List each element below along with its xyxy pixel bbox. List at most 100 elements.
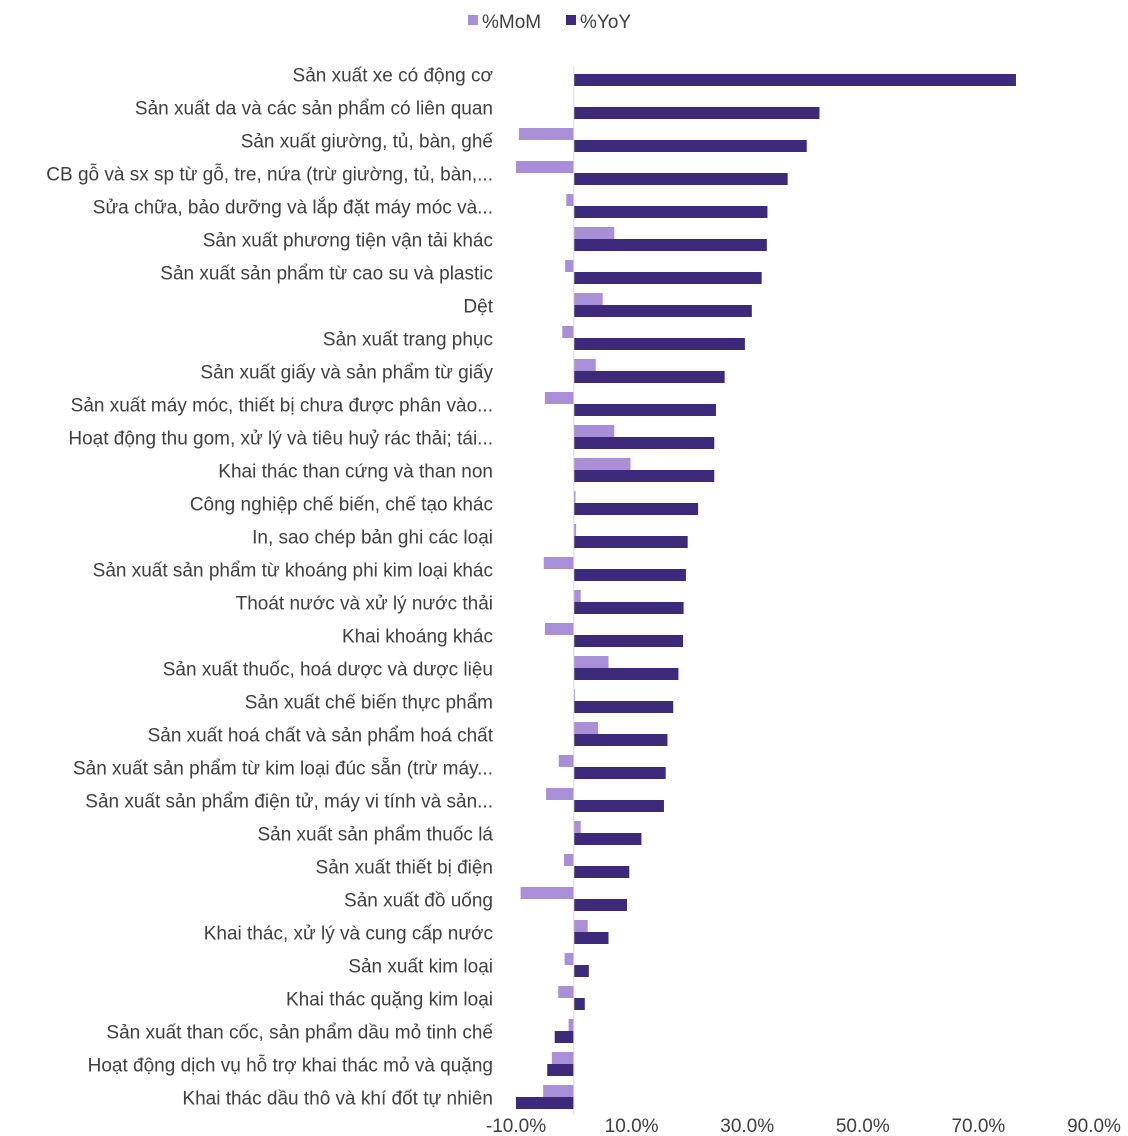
category-label: In, sao chép bản ghi các loại [252,528,493,549]
bar-yoy [516,1097,574,1109]
category-label: Sản xuất kim loại [348,957,493,978]
bar-yoy [573,74,1016,86]
bar-yoy [573,371,725,383]
category-label: Sản xuất sản phẩm từ khoáng phi kim loại… [93,561,493,582]
bar-yoy [573,932,609,944]
category-label: Khai khoáng khác [342,627,493,648]
bar-mom [568,1019,574,1031]
bar-mom [562,326,574,338]
category-labels: Sản xuất xe có động cơ Sản xuất da và các… [46,66,493,1110]
bar-mom [573,227,615,239]
legend-label-mom: %MoM [482,12,541,33]
category-label: Sản xuất thiết bị điện [316,858,493,879]
bar-mom [566,194,574,206]
legend-swatch-yoy [566,15,576,25]
category-label: Sản xuất máy móc, thiết bị chưa được phâ… [71,396,493,417]
bar-mom [573,656,609,668]
legend-label-yoy: %YoY [580,12,631,33]
bar-mom [573,293,603,305]
x-tick-label: -10.0% [486,1116,546,1136]
bar-mom [516,161,574,173]
bar-mom [544,392,574,404]
bar-yoy [573,206,768,218]
bar-mom [558,755,574,767]
category-label: Khai thác quặng kim loại [286,990,493,1011]
bar-yoy [573,833,642,845]
bar-yoy [554,1031,574,1043]
bar-yoy [573,536,688,548]
category-label: Sản xuất giường, tủ, bàn, ghế [241,132,494,153]
bar-yoy [573,701,674,713]
bar-mom [564,953,574,965]
bar-mom [520,887,574,899]
x-tick-label: 90.0% [1067,1116,1121,1136]
bar-yoy [573,272,762,284]
category-label: Sản xuất sản phẩm từ cao su và plastic [160,264,493,285]
category-label: Dệt [463,297,493,318]
category-label: Sản xuất sản phẩm thuốc lá [257,825,493,846]
category-label: Sản xuất sản phẩm điện tử, máy vi tính v… [85,792,493,813]
bar-yoy [573,602,684,614]
bar-mom [573,722,599,734]
bar-mom [573,920,588,932]
x-tick-label: 30.0% [720,1116,774,1136]
category-label: Thoát nước và xử lý nước thải [236,594,493,615]
bars-group [516,74,1016,1109]
bar-mom [573,491,576,503]
bar-yoy [573,470,715,482]
category-label: Sản xuất da và các sản phẩm có liên quan [135,99,493,120]
bar-mom [544,623,574,635]
bar-yoy [573,107,820,119]
bar-yoy [573,866,630,878]
bar-mom [573,590,581,602]
category-label: Khai thác than cứng và than non [218,462,493,483]
bar-yoy [573,173,788,185]
bar-mom [565,260,574,272]
bar-yoy [573,800,664,812]
category-label: Hoạt động dịch vụ hỗ trợ khai thác mỏ và… [88,1055,493,1077]
bar-mom [518,128,574,140]
legend-swatch-mom [468,15,478,25]
legend: %MoM %YoY [468,12,631,33]
bar-mom [573,359,596,371]
bar-mom [543,1085,574,1097]
bar-yoy [573,305,752,317]
x-tick-label: 10.0% [605,1116,659,1136]
category-label: Sửa chữa, bảo dưỡng và lắp đặt máy móc v… [93,197,493,219]
bar-yoy [573,668,679,680]
bar-yoy [573,404,716,416]
bar-mom [558,986,574,998]
x-axis-tick-labels: -10.0% 10.0% 30.0% 50.0% 70.0% 90.0% [486,1116,1121,1136]
bar-mom [551,1052,574,1064]
x-tick-label: 50.0% [836,1116,890,1136]
category-label: Sản xuất đồ uống [344,891,493,912]
category-label: Công nghiệp chế biến, chế tạo khác [190,495,493,516]
category-label: Sản xuất trang phục [323,330,493,351]
bar-yoy [573,767,666,779]
bar-yoy [573,998,585,1010]
bar-mom [573,425,615,437]
bar-yoy [573,965,589,977]
category-label: Hoạt động thu gom, xử lý và tiêu huỷ rác… [68,429,493,450]
category-label: Sản xuất giấy và sản phẩm từ giấy [200,363,493,384]
bar-yoy [573,569,686,581]
bar-mom [573,689,575,701]
bar-yoy [573,503,699,515]
bar-mom [543,557,574,569]
category-label: Sản xuất sản phẩm từ kim loại đúc sẵn (t… [73,759,493,780]
bar-yoy [573,899,627,911]
bar-yoy [573,635,684,647]
bar-yoy [573,140,807,152]
category-label: Sản xuất chế biến thực phẩm [245,693,493,714]
x-tick-label: 70.0% [951,1116,1005,1136]
category-label: Sản xuất xe có động cơ [293,66,493,87]
bar-mom [546,788,574,800]
category-label: CB gỗ và sx sp từ gỗ, tre, nứa (trừ giườ… [46,164,493,186]
bar-yoy [573,239,767,251]
category-label: Khai thác dầu thô và khí đốt tự nhiên [182,1089,493,1110]
bar-yoy [573,437,715,449]
category-label: Khai thác, xử lý và cung cấp nước [204,924,493,945]
category-label: Sản xuất hoá chất và sản phẩm hoá chất [148,726,494,747]
bar-mom [573,524,577,536]
